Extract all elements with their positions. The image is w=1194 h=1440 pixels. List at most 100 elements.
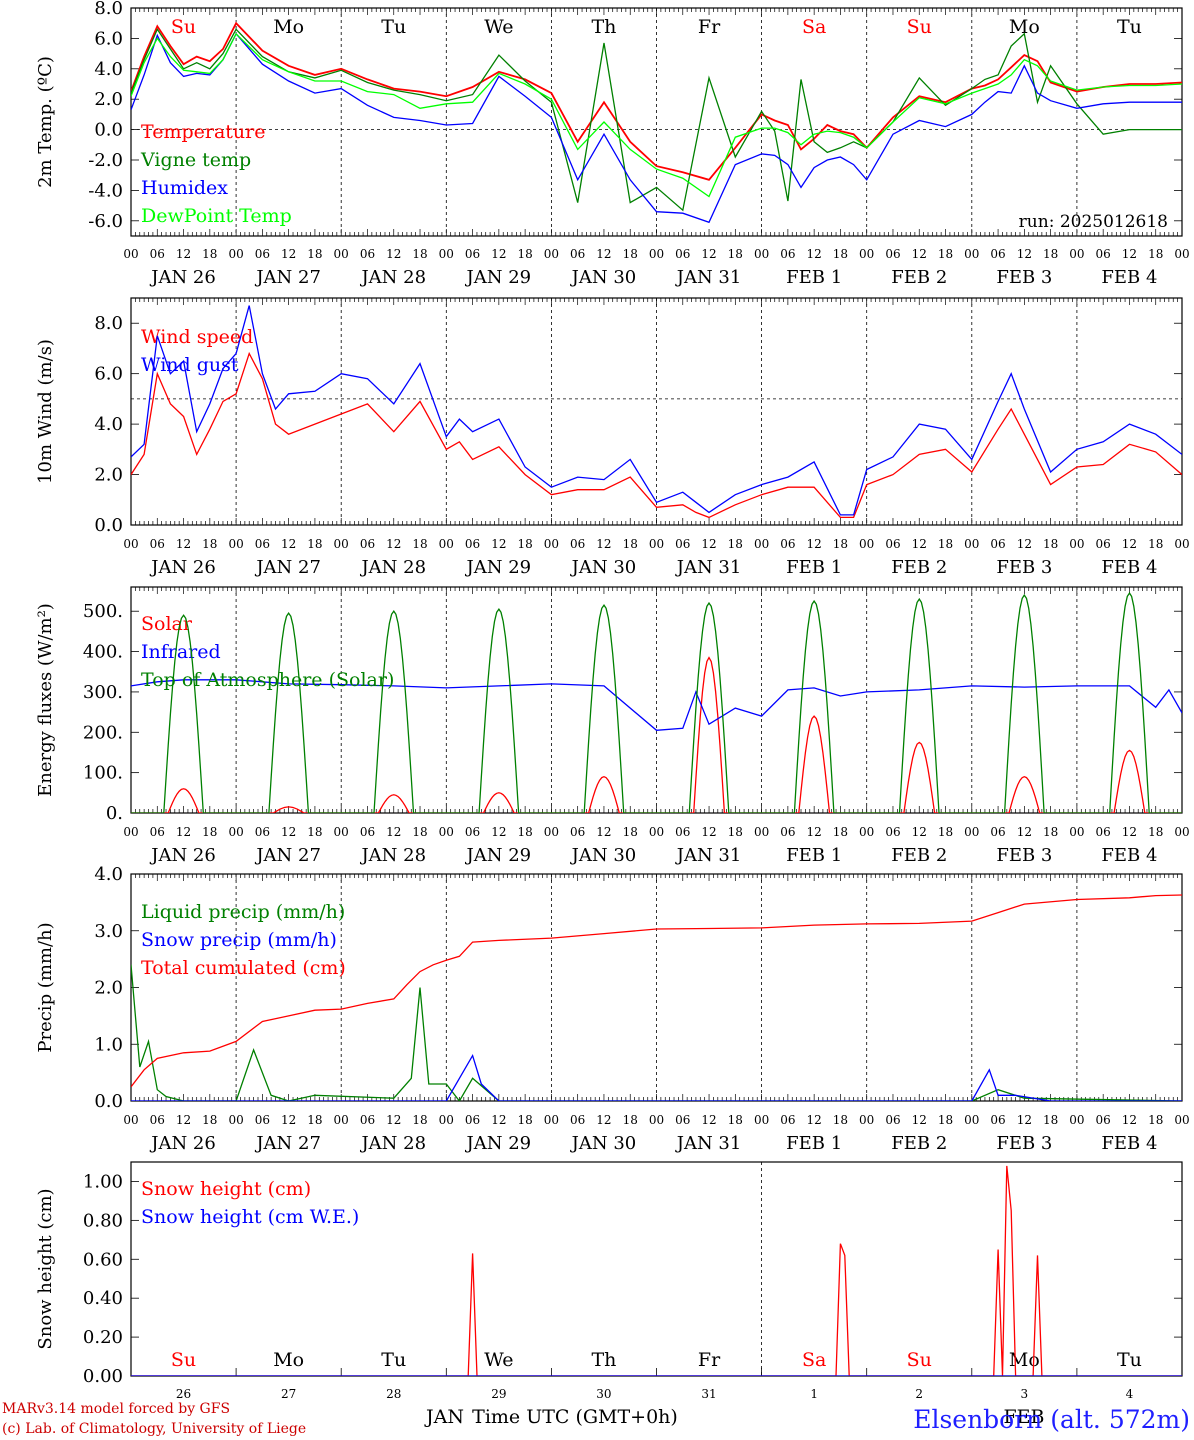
hour-tick-label: 18 — [202, 247, 217, 261]
hour-tick-label: 06 — [675, 1113, 690, 1127]
date-label: JAN 29 — [465, 267, 532, 288]
day-name-label: Sa — [802, 16, 826, 38]
hour-tick-label: 00 — [123, 825, 138, 839]
day-number-label: 1 — [810, 1387, 818, 1401]
hour-tick-label: 00 — [1069, 247, 1084, 261]
hour-tick-label: 18 — [728, 247, 743, 261]
hour-tick-label: 18 — [412, 247, 427, 261]
hour-tick-label: 06 — [675, 825, 690, 839]
series-line-temperature — [131, 21, 1182, 181]
hour-tick-label: 00 — [334, 1113, 349, 1127]
hour-tick-label: 18 — [1148, 1113, 1163, 1127]
date-label: JAN 29 — [465, 1133, 532, 1154]
hour-tick-label: 00 — [964, 1113, 979, 1127]
y-tick-label: 8.0 — [94, 0, 123, 19]
hour-tick-label: 00 — [1174, 537, 1189, 551]
hour-tick-label: 18 — [623, 825, 638, 839]
legend-entry: Temperature — [141, 121, 265, 143]
y-tick-label: 0. — [106, 803, 123, 824]
series-line-wind-gust — [131, 305, 1182, 516]
y-tick-label: 100. — [83, 763, 123, 784]
hour-tick-label: 18 — [307, 1113, 322, 1127]
day-name-label: We — [484, 16, 513, 38]
date-label: FEB 1 — [786, 557, 842, 578]
hour-tick-label: 00 — [123, 537, 138, 551]
series-line-top-of-atmosphere-solar- — [131, 591, 1182, 813]
legend-entry: Wind speed — [141, 326, 253, 348]
date-label: JAN 30 — [570, 557, 637, 578]
date-label: JAN 28 — [359, 1133, 426, 1154]
hour-tick-label: 00 — [964, 537, 979, 551]
hour-tick-label: 12 — [281, 1113, 296, 1127]
y-tick-label: 3.0 — [94, 921, 123, 942]
hour-tick-label: 12 — [1122, 247, 1137, 261]
hour-tick-label: 06 — [780, 825, 795, 839]
legend-entry: Total cumulated (cm) — [141, 957, 346, 979]
legend-entry: Top of Atmosphere (Solar) — [141, 669, 394, 691]
hour-tick-label: 12 — [491, 1113, 506, 1127]
day-number-label: 28 — [386, 1387, 401, 1401]
day-name-label: Th — [591, 1349, 616, 1371]
y-axis-label: 10m Wind (m/s) — [35, 339, 56, 484]
hour-tick-label: 06 — [780, 1113, 795, 1127]
hour-tick-label: 06 — [885, 247, 900, 261]
hour-tick-label: 06 — [570, 1113, 585, 1127]
hour-tick-label: 06 — [885, 1113, 900, 1127]
hour-tick-label: 12 — [491, 825, 506, 839]
hour-tick-label: 00 — [1069, 537, 1084, 551]
legend-entry: Infrared — [141, 641, 221, 663]
date-label: JAN 27 — [254, 845, 321, 866]
hour-tick-label: 18 — [833, 537, 848, 551]
hour-tick-label: 06 — [150, 825, 165, 839]
day-name-label: Sa — [802, 1349, 826, 1371]
hour-tick-label: 12 — [386, 537, 401, 551]
hour-tick-label: 06 — [675, 247, 690, 261]
hour-tick-label: 00 — [544, 537, 559, 551]
y-axis-label: Energy fluxes (W/m²) — [35, 603, 56, 797]
hour-tick-label: 12 — [281, 825, 296, 839]
series-line-infrared — [131, 679, 1182, 731]
hour-tick-label: 06 — [360, 537, 375, 551]
series-line-vigne-temp — [131, 27, 1182, 212]
hour-tick-label: 12 — [1122, 537, 1137, 551]
y-tick-label: 0.0 — [94, 515, 123, 536]
date-label: FEB 4 — [1101, 557, 1157, 578]
hour-tick-label: 00 — [1069, 1113, 1084, 1127]
hour-tick-label: 12 — [1017, 537, 1032, 551]
y-tick-label: 0.40 — [83, 1288, 123, 1309]
hour-tick-label: 06 — [990, 825, 1005, 839]
legend-entry: Liquid precip (mm/h) — [141, 901, 345, 923]
panel-4: 00 06 12 18 00 06 12 18 00 06 12 18 00 06 12 18 00 06 12 18… — [35, 864, 1190, 1154]
hour-tick-label: 06 — [780, 537, 795, 551]
hour-tick-label: 00 — [649, 247, 664, 261]
day-name-label: Fr — [698, 1349, 721, 1371]
date-label: FEB 1 — [786, 1133, 842, 1154]
y-tick-label: 0.0 — [94, 1091, 123, 1112]
date-label: JAN 30 — [570, 267, 637, 288]
legend-entry: Solar — [141, 613, 193, 635]
hour-tick-label: 18 — [517, 825, 532, 839]
date-label: JAN 31 — [675, 267, 742, 288]
hour-tick-label: 00 — [334, 825, 349, 839]
hour-tick-label: 12 — [701, 1113, 716, 1127]
legend-entry: Wind gust — [141, 354, 239, 376]
day-name-label: Su — [907, 16, 932, 38]
hour-tick-label: 12 — [701, 537, 716, 551]
date-label: FEB 1 — [786, 267, 842, 288]
hour-tick-label: 00 — [1069, 825, 1084, 839]
hour-tick-label: 00 — [228, 537, 243, 551]
hour-tick-label: 00 — [964, 825, 979, 839]
hour-tick-label: 06 — [1096, 1113, 1111, 1127]
hour-tick-label: 06 — [255, 1113, 270, 1127]
hour-tick-label: 06 — [465, 537, 480, 551]
hour-tick-label: 00 — [1174, 247, 1189, 261]
hour-tick-label: 18 — [1148, 247, 1163, 261]
legend-entry: Snow height (cm) — [141, 1178, 311, 1200]
y-tick-label: 4.0 — [94, 59, 123, 80]
y-tick-label: -6.0 — [88, 211, 123, 232]
hour-tick-label: 12 — [491, 247, 506, 261]
hour-tick-label: 06 — [360, 1113, 375, 1127]
hour-tick-label: 00 — [439, 1113, 454, 1127]
hour-tick-label: 06 — [1096, 247, 1111, 261]
